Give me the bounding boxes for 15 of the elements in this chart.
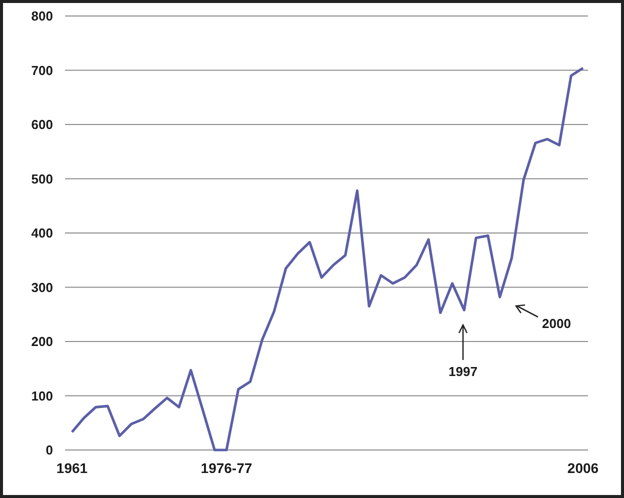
y-tick-label: 200 [31,334,53,350]
x-tick-label: 2006 [567,460,599,476]
annotation: 2000 [542,316,571,331]
y-tick-label: 100 [31,388,53,404]
y-tick-label: 400 [31,226,53,241]
y-tick-label: 600 [31,117,53,132]
y-tick-label: 700 [31,62,53,78]
x-tick-label: 1976-77 [200,460,252,476]
annotation: 1997 [448,364,478,379]
y-tick-label: 800 [31,8,53,24]
y-tick-label: 500 [31,171,53,186]
line-series [70,66,584,452]
x-tick-label: 1961 [56,460,88,476]
y-tick-label: 0 [46,442,53,458]
y-tick-label: 300 [31,280,53,295]
